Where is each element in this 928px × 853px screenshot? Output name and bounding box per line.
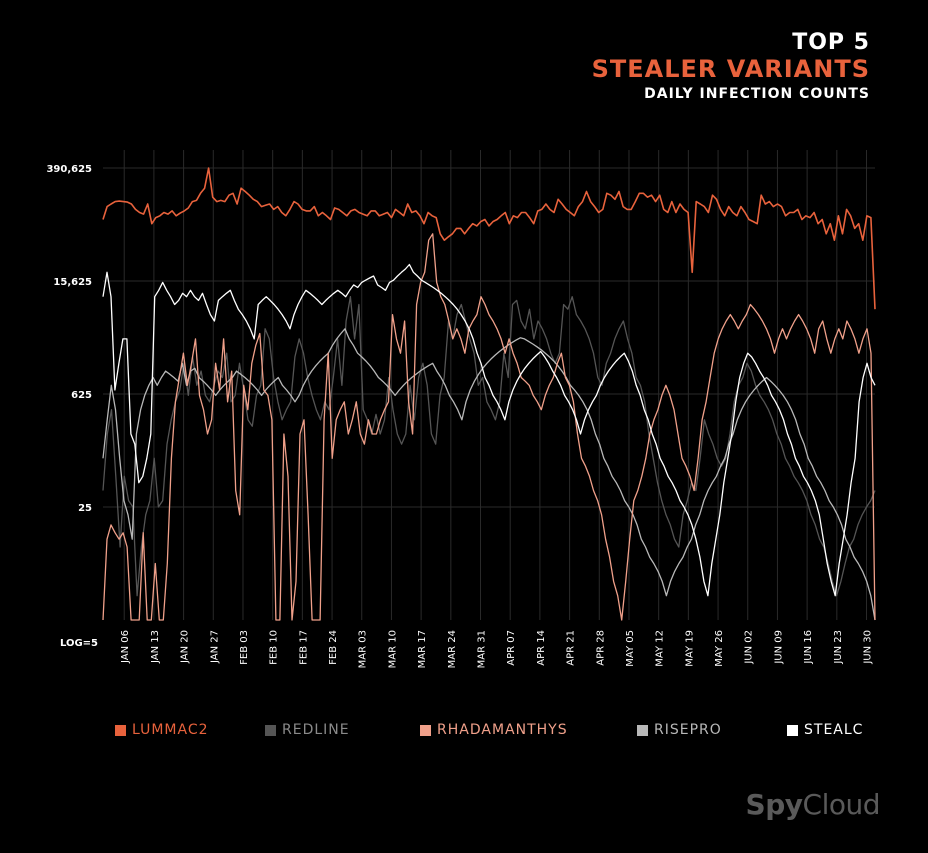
x-tick-label: JAN 27 — [209, 630, 220, 664]
x-tick-label: MAR 24 — [447, 630, 458, 668]
series-line-stealc — [102, 263, 876, 597]
x-tick-label: JAN 13 — [150, 630, 161, 664]
legend-item-lummac2: LUMMAC2 — [115, 722, 209, 738]
x-tick-label: FEB 24 — [328, 630, 339, 665]
legend-label: RISEPRO — [654, 722, 722, 738]
x-tick-label: JUN 23 — [833, 630, 844, 665]
logo-spy-text: Spy — [745, 788, 803, 821]
title-line-1: TOP 5 — [792, 30, 870, 55]
x-tick-label: APR 07 — [506, 630, 517, 666]
series-line-redline — [102, 296, 876, 597]
x-tick-label: MAY 19 — [684, 630, 695, 667]
x-tick-label: JUN 16 — [803, 630, 814, 665]
chart-titles: TOP 5 STEALER VARIANTS DAILY INFECTION C… — [592, 30, 870, 104]
x-tick-label: JUN 30 — [863, 630, 874, 665]
y-tick-label: 25 — [78, 503, 92, 514]
x-tick-label: MAR 31 — [477, 630, 488, 668]
legend-item-redline: REDLINE — [265, 722, 350, 738]
legend-label: LUMMAC2 — [132, 722, 209, 738]
y-base-label: LOG=5 — [60, 638, 98, 649]
x-tick-label: MAY 26 — [714, 630, 725, 667]
x-tick-label: MAR 10 — [387, 630, 398, 668]
legend-item-stealc: STEALC — [787, 722, 863, 738]
x-tick-label: JUN 09 — [773, 630, 784, 665]
legend-swatch — [420, 724, 431, 736]
line-chart: JAN 06 JAN 13 JAN 20 JAN 27 FEB 03 FEB 10 FEB … — [46, 150, 876, 668]
series-line-rhadamanthys — [102, 233, 876, 621]
legend-label: STEALC — [804, 722, 864, 738]
x-tick-label: APR 21 — [566, 630, 577, 666]
x-tick-label: MAY 12 — [655, 630, 666, 667]
x-tick-label: MAR 03 — [358, 630, 369, 668]
title-line-2: STEALER VARIANTS — [591, 55, 870, 83]
x-tick-label: JAN 06 — [120, 630, 131, 664]
y-tick-label: 390,625 — [46, 164, 92, 175]
y-tick-label: 15,625 — [53, 277, 92, 288]
series-line-lummac2 — [102, 167, 876, 310]
x-tick-label: JUN 02 — [744, 630, 755, 665]
x-tick-label: FEB 03 — [239, 630, 250, 665]
logo-cloud-text: Cloud — [802, 788, 881, 821]
legend-swatch — [637, 724, 648, 736]
legend-label: REDLINE — [282, 722, 350, 738]
x-tick-label: MAR 17 — [417, 630, 428, 668]
title-line-3: DAILY INFECTION COUNTS — [644, 86, 870, 102]
legend-swatch — [265, 724, 276, 736]
chart-legend: LUMMAC2 REDLINE RHADAMANTHYS RISEPRO STEALC — [0, 722, 928, 742]
x-tick-label: APR 28 — [595, 630, 606, 666]
x-tick-label: FEB 10 — [269, 630, 280, 665]
legend-item-risepro: RISEPRO — [637, 722, 722, 738]
y-tick-label: 625 — [71, 390, 92, 401]
x-tick-label: APR 14 — [536, 630, 547, 666]
legend-item-rhadamanthys: RHADAMANTHYS — [420, 722, 568, 738]
x-tick-label: MAY 05 — [625, 630, 636, 667]
spycloud-logo: SpyCloud — [745, 788, 881, 821]
legend-swatch — [115, 724, 126, 736]
x-tick-label: FEB 17 — [298, 630, 309, 665]
legend-label: RHADAMANTHYS — [437, 722, 568, 738]
x-tick-label: JAN 20 — [180, 630, 191, 664]
legend-swatch — [787, 724, 798, 736]
